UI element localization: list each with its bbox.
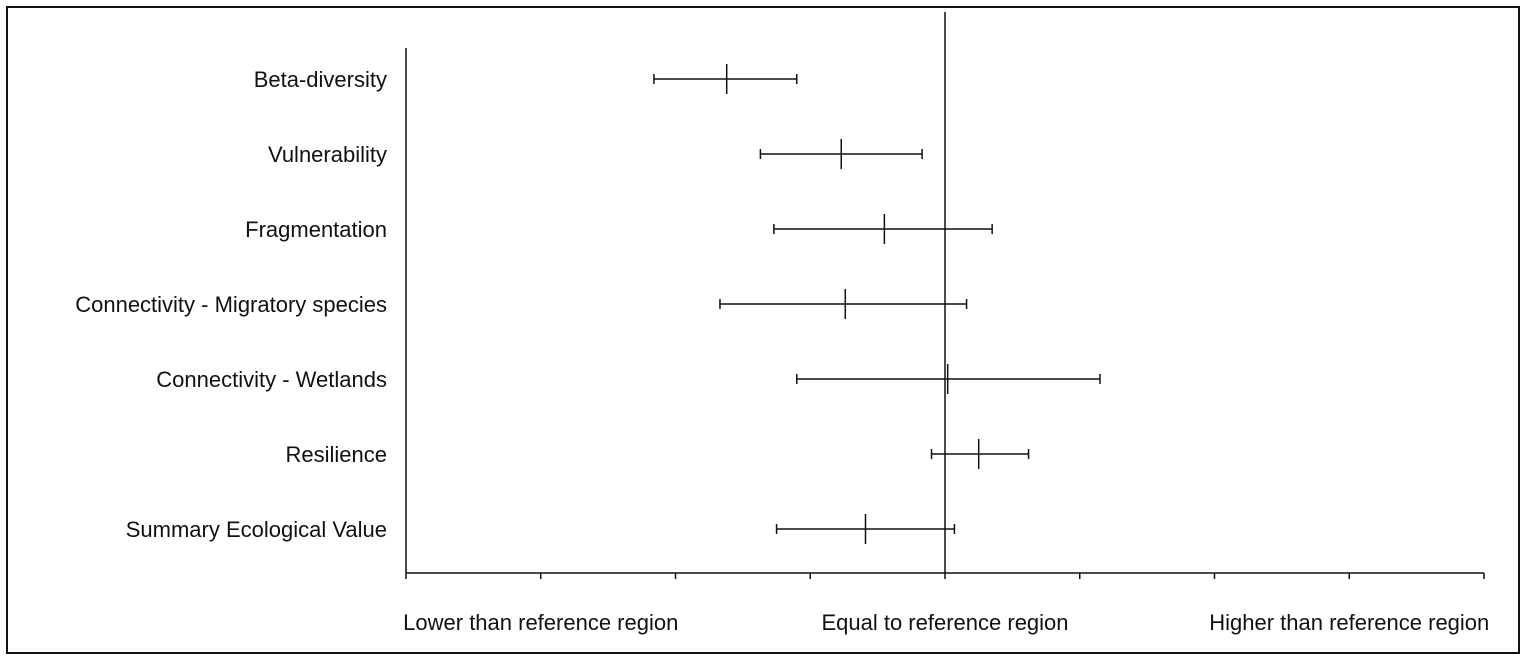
error-bar-row (775, 514, 956, 544)
error-bar-row (653, 64, 798, 94)
row-label: Fragmentation (245, 217, 387, 242)
axes (405, 12, 1485, 579)
row-label: Vulnerability (268, 142, 387, 167)
x-category-label: Equal to reference region (821, 610, 1068, 635)
error-bars (653, 64, 1101, 544)
row-label: Connectivity - Wetlands (156, 367, 387, 392)
row-label: Beta-diversity (254, 67, 387, 92)
error-bar-row (773, 214, 993, 244)
x-axis-labels: Lower than reference region Equal to refe… (403, 610, 1489, 635)
row-label: Summary Ecological Value (126, 517, 387, 542)
error-bar-row (719, 289, 968, 319)
error-bar-row (796, 364, 1101, 394)
x-category-label: Higher than reference region (1209, 610, 1489, 635)
row-label: Connectivity - Migratory species (75, 292, 387, 317)
row-label: Resilience (286, 442, 388, 467)
error-bar-row (759, 139, 923, 169)
error-bar-row (930, 439, 1030, 469)
y-axis-labels: Beta-diversity Vulnerability Fragmentation… (75, 67, 387, 542)
x-category-label: Lower than reference region (403, 610, 678, 635)
chart-frame (6, 6, 1520, 654)
